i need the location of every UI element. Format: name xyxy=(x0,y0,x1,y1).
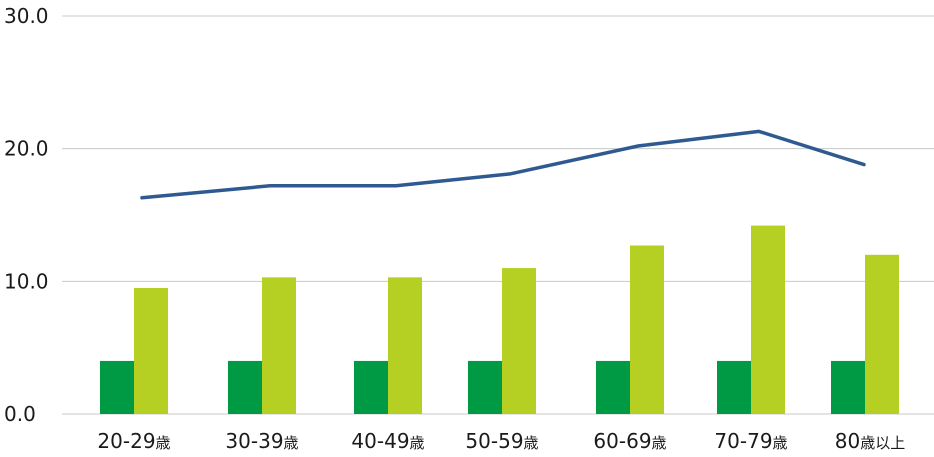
bar-dark-green xyxy=(468,360,502,414)
bar-light-green xyxy=(630,245,664,414)
bar-light-green xyxy=(502,268,536,414)
bar-light-green xyxy=(751,225,785,414)
y-tick-label: 20.0 xyxy=(4,137,49,161)
x-tick-label: 60-69歳 xyxy=(593,429,666,453)
x-tick-label: 70-79歳 xyxy=(714,429,787,453)
bar-dark-green xyxy=(354,360,388,414)
bar-dark-green xyxy=(228,360,262,414)
bar-dark-green xyxy=(831,360,865,414)
x-tick-label: 50-59歳 xyxy=(465,429,538,453)
bar-light-green xyxy=(865,254,899,414)
bar-series xyxy=(100,225,899,414)
x-axis-tick-labels: 20-29歳 30-39歳 40-49歳 50-59歳 60-69歳 70-79歳 80歳以… xyxy=(97,429,905,453)
x-tick-label: 20-29歳 xyxy=(97,429,170,453)
x-tick-label: 40-49歳 xyxy=(351,429,424,453)
bar-light-green xyxy=(134,287,168,414)
line-series xyxy=(140,129,866,200)
bar-dark-green xyxy=(596,360,630,414)
x-tick-label: 80歳以上 xyxy=(835,429,905,453)
bar-dark-green xyxy=(100,360,134,414)
y-tick-label: 10.0 xyxy=(4,269,49,293)
y-tick-label: 0.0 xyxy=(4,402,36,426)
y-axis-tick-labels: 0.0 10.0 20.0 30.0 xyxy=(4,4,49,426)
x-tick-label: 30-39歳 xyxy=(225,429,298,453)
bar-dark-green xyxy=(717,360,751,414)
series-line xyxy=(140,129,866,200)
bar-light-green xyxy=(388,277,422,414)
bar-light-green xyxy=(262,277,296,414)
gridlines xyxy=(62,15,934,415)
y-tick-label: 30.0 xyxy=(4,4,49,28)
